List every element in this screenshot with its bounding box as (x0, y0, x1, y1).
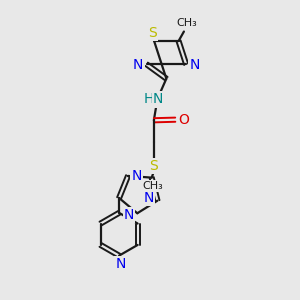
Text: N: N (189, 58, 200, 72)
Text: N: N (116, 257, 126, 271)
Text: S: S (149, 159, 158, 173)
Text: N: N (133, 58, 143, 72)
Text: N: N (124, 208, 134, 222)
Text: N: N (144, 191, 154, 205)
Text: N: N (153, 92, 163, 106)
Text: CH₃: CH₃ (176, 18, 197, 28)
Text: CH₃: CH₃ (142, 182, 163, 191)
Text: O: O (178, 113, 189, 127)
Text: S: S (148, 26, 157, 40)
Text: H: H (143, 92, 154, 106)
Text: N: N (131, 169, 142, 183)
